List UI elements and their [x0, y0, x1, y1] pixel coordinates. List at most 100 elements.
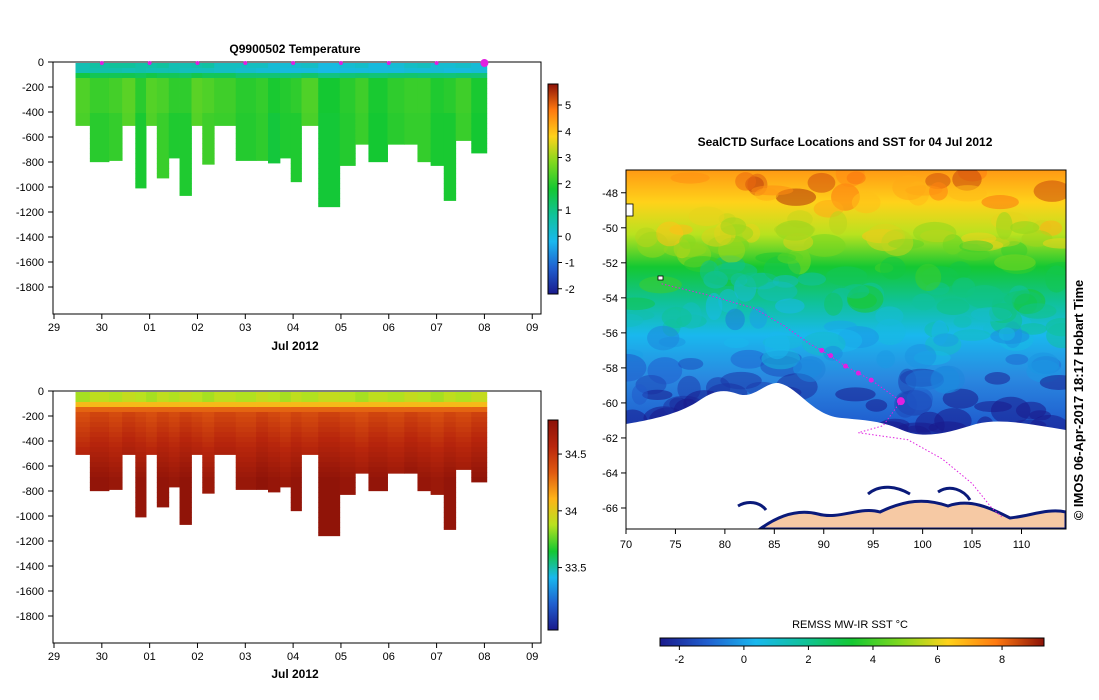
section-cell [318, 417, 341, 423]
section-cell [339, 467, 356, 473]
section-cell [89, 422, 110, 428]
section-cell [202, 63, 215, 69]
section-cell [471, 68, 488, 74]
sst-patch [749, 306, 768, 329]
section-cell [108, 143, 123, 149]
section-cell [430, 78, 445, 84]
section-cell [179, 522, 192, 525]
section-cell [290, 123, 302, 129]
sst-patch [823, 345, 843, 361]
section-cell [202, 447, 215, 453]
section-cell [279, 78, 292, 84]
section-cell [318, 407, 341, 413]
surface-marker [434, 61, 439, 65]
x-tick-label: 85 [768, 539, 780, 551]
section-cell [279, 482, 292, 488]
section-cell [301, 397, 319, 403]
x-tick-label: 70 [620, 539, 632, 551]
colorbar-label: 34 [565, 506, 577, 518]
section-cell [417, 442, 432, 448]
section-cell [89, 432, 110, 438]
section-cell [290, 462, 302, 468]
section-cell [471, 462, 488, 468]
section-cell [404, 128, 418, 134]
surface-location [828, 353, 834, 359]
section-cell [443, 442, 457, 448]
section-cell [75, 442, 91, 448]
section-cell [471, 138, 488, 144]
section-cell [156, 492, 170, 498]
section-cell [443, 437, 457, 443]
section-cell [108, 123, 123, 129]
section-cell [430, 108, 445, 114]
section-cell [290, 392, 302, 398]
section-cell [279, 123, 292, 129]
section-cell [290, 492, 302, 498]
salinity-y-axis: 0 -200 -400 -600 -800 -1000 -1200 -1400 -1600 -18… [16, 386, 53, 623]
section-cell [268, 98, 281, 104]
section-cell [89, 68, 110, 74]
section-cell [179, 123, 192, 129]
section-cell [108, 118, 123, 124]
section-cell [256, 392, 269, 398]
section-cell [318, 128, 341, 134]
section-cell [339, 118, 356, 124]
section-cell [122, 427, 136, 433]
section-cell [156, 402, 170, 408]
section-cell [417, 98, 432, 104]
temperature-x-label: Jul 2012 [271, 339, 319, 353]
section-cell [156, 158, 170, 164]
section-cell [179, 113, 192, 119]
section-cell [168, 467, 180, 473]
section-cell [404, 417, 418, 423]
section-cell [290, 402, 302, 408]
section-cell [368, 148, 388, 154]
section-cell [443, 123, 457, 129]
section-cell [75, 412, 91, 418]
section-cell [256, 63, 269, 69]
section-cell [235, 143, 257, 149]
section-cell [235, 422, 257, 428]
section-cell [235, 427, 257, 433]
section-cell [368, 153, 388, 159]
section-cell [122, 417, 136, 423]
x-tick-label: 90 [818, 539, 830, 551]
section-cell [256, 457, 269, 463]
section-cell [279, 153, 292, 159]
section-cell [268, 462, 281, 468]
section-cell [455, 108, 472, 114]
section-cell [214, 103, 237, 109]
sst-patch [996, 211, 1013, 240]
section-cell [256, 148, 269, 154]
section-cell [318, 452, 341, 458]
section-cell [179, 407, 192, 413]
section-cell [339, 158, 356, 164]
section-cell [108, 482, 123, 488]
section-cell [256, 123, 269, 129]
section-cell [355, 437, 369, 443]
section-cell [191, 123, 203, 126]
section-cell [368, 407, 388, 413]
section-cell [146, 68, 158, 74]
section-cell [146, 442, 158, 448]
y-tick-label: 0 [38, 386, 44, 398]
section-cell [290, 133, 302, 139]
section-cell [387, 78, 405, 84]
section-cell [89, 457, 110, 463]
sst-patch [1018, 303, 1057, 319]
section-cell [156, 447, 170, 453]
colorbar-label: 6 [934, 654, 940, 666]
section-cell [156, 133, 170, 139]
sst-patch [720, 217, 747, 236]
section-cell [318, 138, 341, 144]
section-cell [368, 442, 388, 448]
surface-location [843, 363, 849, 369]
section-cell [404, 138, 418, 144]
section-cell [202, 422, 215, 428]
temperature-title: Q9900502 Temperature [229, 42, 361, 56]
section-cell [135, 422, 147, 428]
section-cell [368, 477, 388, 483]
section-cell [256, 432, 269, 438]
section-cell [355, 407, 369, 413]
section-cell [471, 123, 488, 129]
